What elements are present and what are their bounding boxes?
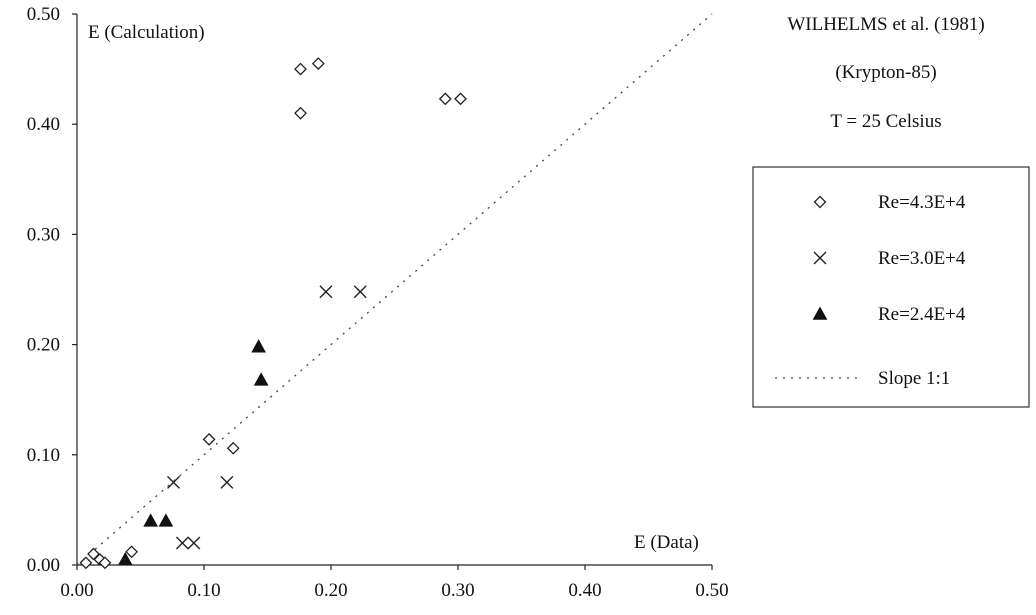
x-tick-label: 0.00	[60, 580, 93, 601]
data-point-triangle	[158, 513, 174, 527]
y-tick-label: 0.00	[27, 555, 60, 576]
legend-label-slope: Slope 1:1	[878, 368, 950, 389]
y-tick-label: 0.50	[27, 4, 60, 25]
data-point-cross	[167, 475, 181, 489]
legend-label-re-4-3e4: Re=4.3E+4	[878, 192, 966, 213]
data-point-diamond	[294, 62, 307, 76]
legend-marker-triangle	[812, 306, 828, 320]
legend-marker-diamond	[813, 195, 827, 209]
x-tick-label: 0.10	[187, 580, 220, 601]
data-point-diamond	[202, 432, 216, 446]
data-point-triangle	[251, 339, 266, 353]
legend-diamond-shape	[813, 195, 827, 209]
data-point-diamond	[125, 545, 139, 559]
legend-marker-cross	[813, 251, 827, 265]
data-point-diamond	[454, 92, 467, 106]
data-point-diamond	[98, 556, 112, 570]
y-tick-label: 0.30	[27, 224, 60, 245]
data-point-cross	[220, 475, 234, 489]
data-point-diamond	[79, 556, 93, 570]
legend-cross-shape	[813, 251, 827, 265]
data-point-diamond	[438, 92, 452, 106]
x-axis-label: E (Data)	[634, 532, 699, 553]
data-point-triangle	[143, 513, 159, 527]
y-tick-label: 0.10	[27, 445, 60, 466]
x-tick-label: 0.40	[568, 580, 601, 601]
x-tick-label: 0.20	[314, 580, 347, 601]
legend-label-re-2-4e4: Re=2.4E+4	[878, 304, 966, 325]
data-point-triangle	[253, 372, 269, 386]
chart-title-line-2: (Krypton-85)	[835, 62, 936, 83]
chart-title-line-1: WILHELMS et al. (1981)	[787, 14, 984, 35]
legend-triangle-shape	[812, 306, 828, 320]
data-point-cross	[187, 536, 201, 550]
data-point-cross	[175, 536, 189, 550]
y-axis-label: E (Calculation)	[88, 22, 205, 43]
data-point-diamond	[311, 57, 325, 71]
legend-box	[752, 166, 1030, 408]
chart-title-line-3: T = 25 Celsius	[830, 111, 941, 132]
data-point-diamond	[294, 106, 307, 120]
data-point-cross	[353, 285, 367, 299]
data-point-triangle	[117, 551, 133, 566]
slope-1-1-line	[76, 13, 713, 566]
legend-label-re-3-0e4: Re=3.0E+4	[878, 248, 966, 269]
data-point-diamond	[226, 441, 240, 455]
x-tick-label: 0.50	[695, 580, 728, 601]
y-tick-label: 0.20	[27, 335, 60, 356]
y-tick-label: 0.40	[27, 114, 60, 135]
data-point-cross	[319, 285, 333, 299]
x-tick-label: 0.30	[441, 580, 474, 601]
